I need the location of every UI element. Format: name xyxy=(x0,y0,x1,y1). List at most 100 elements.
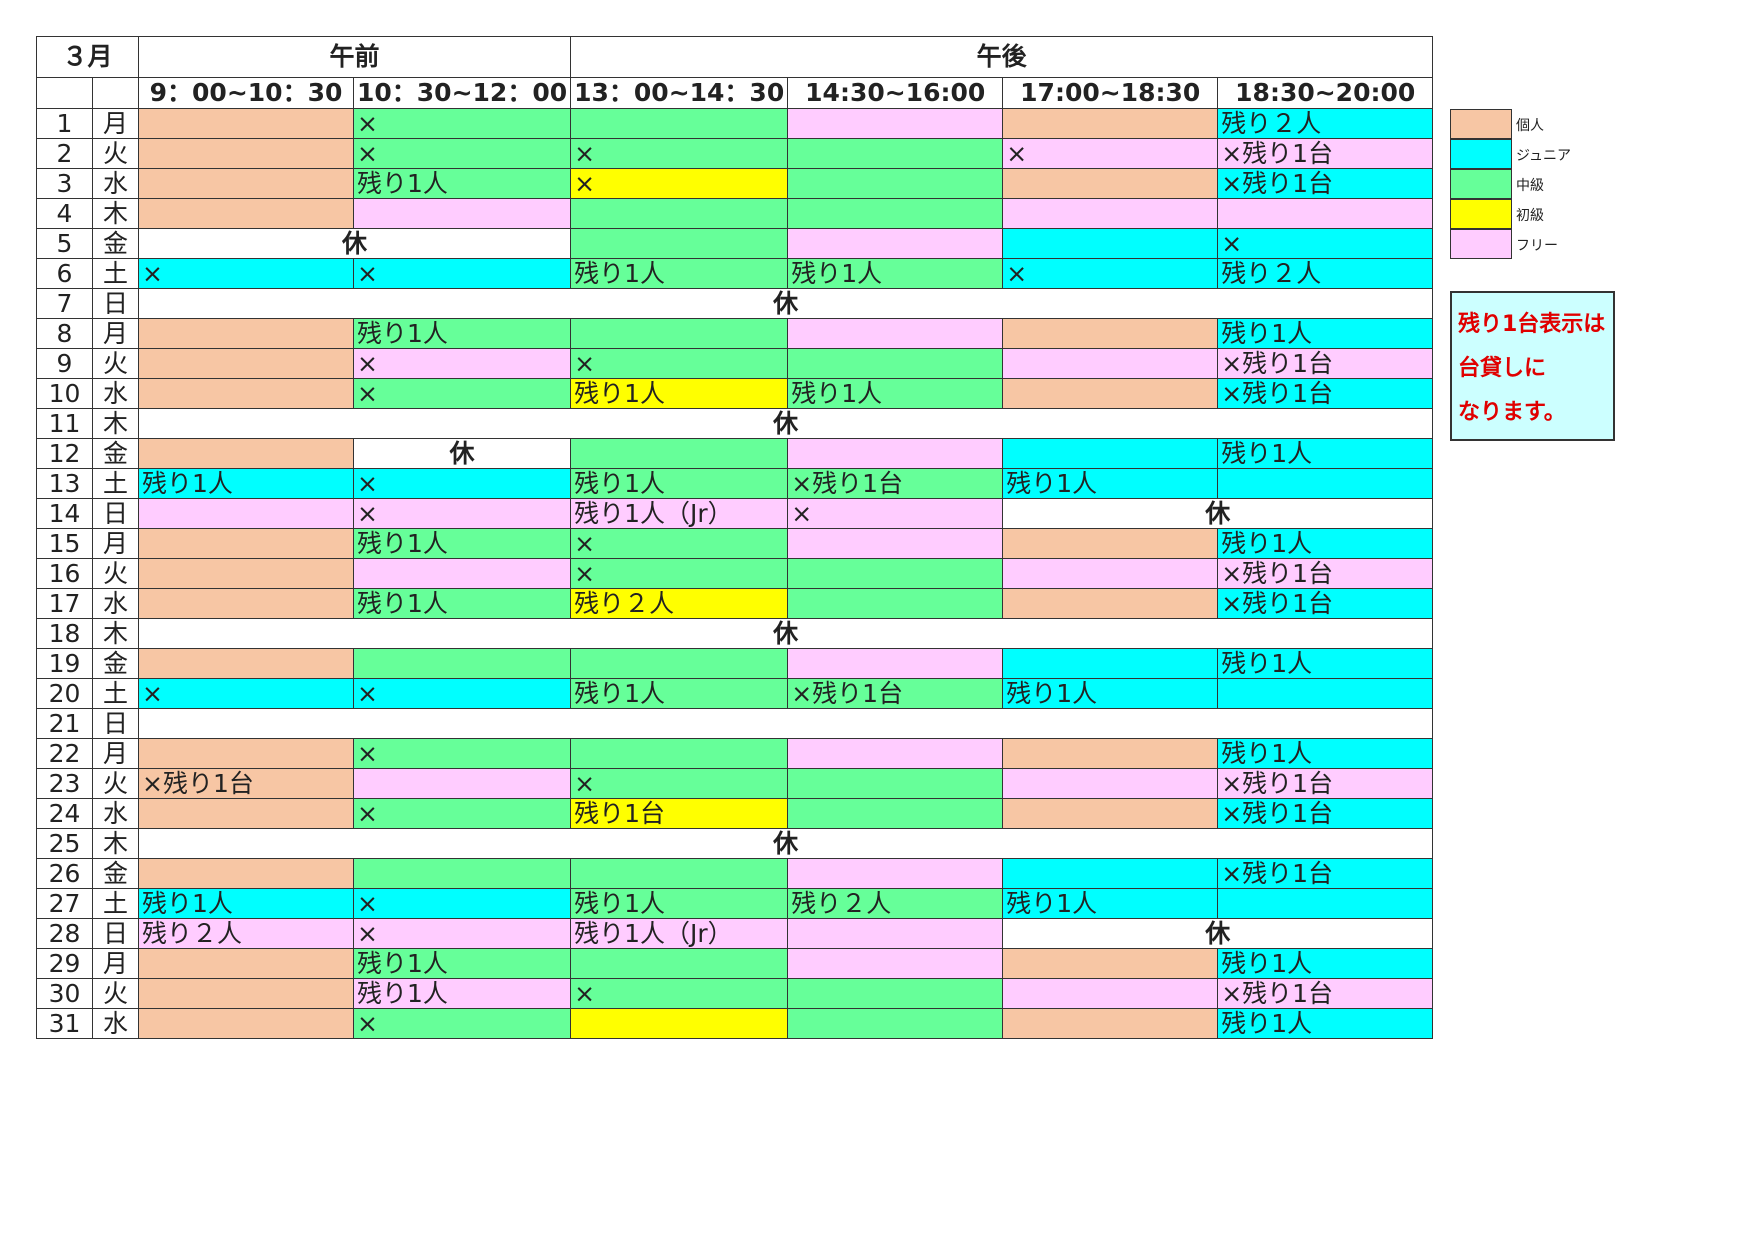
slot-cell: 残り1人 xyxy=(570,678,789,709)
day-row: 31 水 × 残り1人 xyxy=(36,1008,1434,1039)
slot-cell: ×残り1台 xyxy=(1217,768,1434,799)
slot-cell: 残り1人 xyxy=(570,888,789,919)
header-row-slots: 9：00~10：30 10：30~12：00 13：00~14：30 14:30… xyxy=(36,77,1434,109)
slot-cell xyxy=(787,1008,1004,1039)
slot-cell: × xyxy=(1002,258,1219,289)
day-row: 11 木休 xyxy=(36,408,1434,439)
day-number: 28 xyxy=(36,918,93,949)
weekday: 土 xyxy=(92,888,139,919)
weekday: 火 xyxy=(92,348,139,379)
slot-cell xyxy=(1002,858,1219,889)
slot-cell xyxy=(1002,558,1219,589)
slot-cell: 残り２人 xyxy=(138,918,354,949)
slot-cell xyxy=(1002,528,1219,559)
day-number: 22 xyxy=(36,738,93,769)
slot-cell xyxy=(570,198,789,229)
slot-cell: 残り1人 xyxy=(1217,438,1434,469)
weekday: 火 xyxy=(92,138,139,169)
day-row: 12 金 休 残り1人 xyxy=(36,438,1434,469)
slot-cell xyxy=(1002,948,1219,979)
slot-cell xyxy=(138,858,354,889)
slot-cell: ×残り1台 xyxy=(1217,348,1434,379)
slot-header-2: 10：30~12：00 xyxy=(352,77,572,109)
slot-cell: 残り1人 xyxy=(570,468,789,499)
slot-cell xyxy=(138,738,354,769)
day-row: 9 火 × × ×残り1台 xyxy=(36,348,1434,379)
slot-cell xyxy=(352,768,572,799)
slot-cell: × xyxy=(352,138,572,169)
weekday: 水 xyxy=(92,588,139,619)
slot-cell: × xyxy=(570,528,789,559)
slot-cell xyxy=(787,138,1004,169)
weekday: 月 xyxy=(92,318,139,349)
slot-header-6: 18:30~20:00 xyxy=(1217,77,1434,109)
slot-cell xyxy=(138,198,354,229)
slot-cell: × xyxy=(352,738,572,769)
slot-cell xyxy=(1002,978,1219,1009)
slot-cell: ×残り1台 xyxy=(138,768,354,799)
weekday: 月 xyxy=(92,108,139,139)
slot-cell: 残り1人 xyxy=(352,168,572,199)
slot-cell: × xyxy=(570,768,789,799)
day-number: 16 xyxy=(36,558,93,589)
slot-cell xyxy=(138,1008,354,1039)
slot-cell xyxy=(787,198,1004,229)
day-row: 19 金 残り1人 xyxy=(36,648,1434,679)
slot-cell: 残り1人 xyxy=(1002,678,1219,709)
slot-cell xyxy=(1002,588,1219,619)
legend-swatch xyxy=(1450,229,1512,259)
slot-cell xyxy=(570,228,789,259)
slot-cell xyxy=(787,588,1004,619)
slot-cell: 残り1人 xyxy=(1217,528,1434,559)
weekday: 月 xyxy=(92,528,139,559)
slot-cell xyxy=(138,798,354,829)
weekday: 木 xyxy=(92,828,139,859)
slot-cell xyxy=(138,528,354,559)
legend-swatch xyxy=(1450,169,1512,199)
day-row: 13 土残り1人 × 残り1人 ×残り1台 残り1人 xyxy=(36,468,1434,499)
slot-cell xyxy=(787,108,1004,139)
slot-cell xyxy=(570,738,789,769)
day-number: 7 xyxy=(36,288,93,319)
weekday: 月 xyxy=(92,948,139,979)
day-number: 26 xyxy=(36,858,93,889)
day-row: 17 水 残り1人 残り２人 ×残り1台 xyxy=(36,588,1434,619)
slot-cell xyxy=(1002,768,1219,799)
slot-cell xyxy=(138,498,354,529)
slot-cell: × xyxy=(352,1008,572,1039)
slot-cell xyxy=(787,948,1004,979)
day-number: 23 xyxy=(36,768,93,799)
reservation-schedule-table: ３月 午前 午後 9：00~10：30 10：30~12：00 13：00~14… xyxy=(36,36,1434,1039)
closed-cell: 休 xyxy=(137,828,1434,859)
slot-cell: ×残り1台 xyxy=(1217,558,1434,589)
slot-cell: 残り２人 xyxy=(787,888,1004,919)
day-row: 3 水 残り1人 × ×残り1台 xyxy=(36,168,1434,199)
slot-cell xyxy=(787,858,1004,889)
legend-label: ジュニア xyxy=(1516,148,1572,164)
slot-cell: × xyxy=(352,678,572,709)
slot-cell: ×残り1台 xyxy=(787,468,1004,499)
closed-cell: 休 xyxy=(137,288,1434,319)
slot-cell: × xyxy=(352,498,572,529)
legend-swatch xyxy=(1450,199,1512,229)
weekday: 土 xyxy=(92,258,139,289)
slot-cell: 残り1人 xyxy=(570,258,789,289)
day-number: 9 xyxy=(36,348,93,379)
closed-cell: 休 xyxy=(137,618,1434,649)
slot-cell: × xyxy=(352,888,572,919)
slot-cell: × xyxy=(570,168,789,199)
weekday: 火 xyxy=(92,558,139,589)
slot-cell xyxy=(1217,888,1434,919)
day-row: 20 土 × × 残り1人 ×残り1台 残り1人 xyxy=(36,678,1434,709)
day-number: 24 xyxy=(36,798,93,829)
day-number: 18 xyxy=(36,618,93,649)
slot-cell: × xyxy=(352,378,572,409)
slot-cell: 残り1人（Jr） xyxy=(570,498,789,529)
slot-cell: × xyxy=(787,498,1004,529)
slot-cell xyxy=(138,558,354,589)
slot-cell: ×残り1台 xyxy=(1217,138,1434,169)
day-number: 5 xyxy=(36,228,93,259)
day-number: 25 xyxy=(36,828,93,859)
slot-cell: × xyxy=(352,798,572,829)
slot-cell: × xyxy=(138,258,354,289)
